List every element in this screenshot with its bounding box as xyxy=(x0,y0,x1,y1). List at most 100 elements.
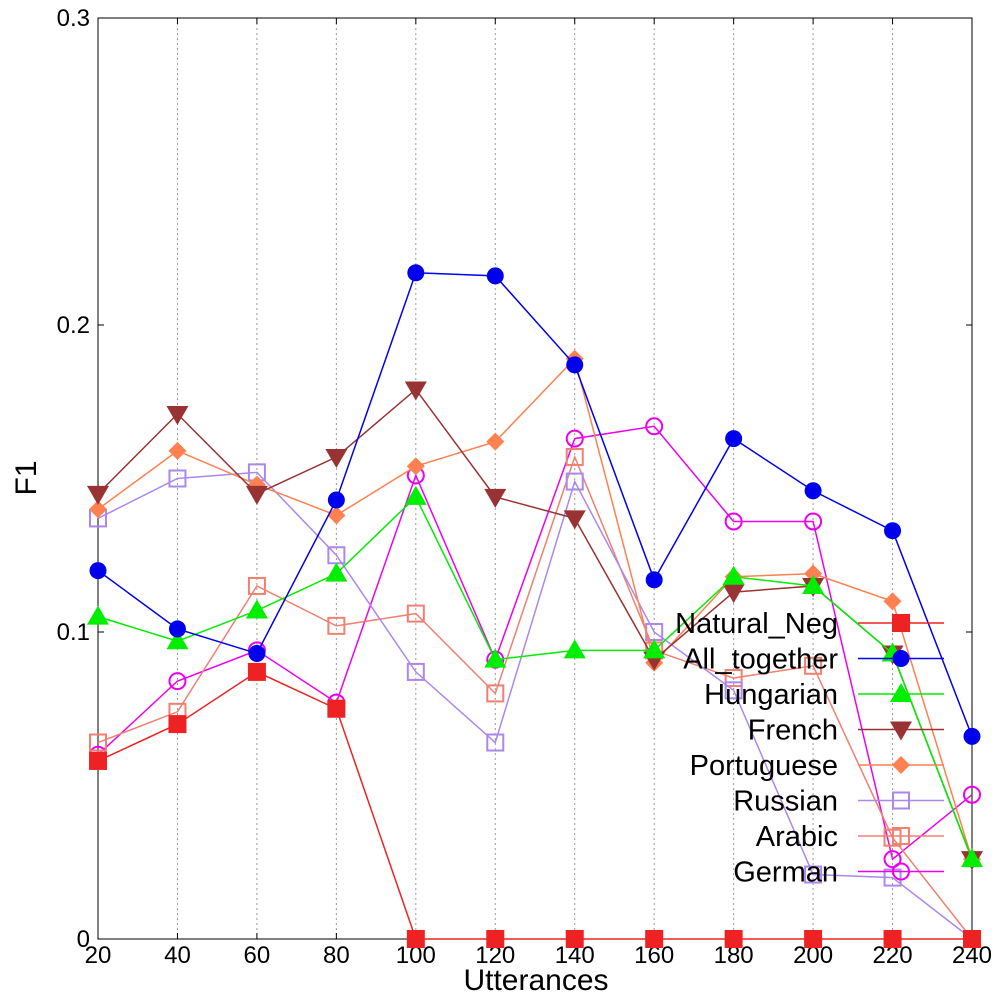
series-french xyxy=(87,381,983,871)
point-german-200 xyxy=(804,512,823,531)
point-natural-neg-60 xyxy=(247,662,266,681)
point-natural-neg-80 xyxy=(327,699,346,718)
legend-item-french: French xyxy=(748,715,944,747)
point-german-240 xyxy=(963,785,981,804)
point-russian-40 xyxy=(168,469,187,488)
x-tick-label-20: 20 xyxy=(85,942,112,969)
point-arabic-120 xyxy=(486,684,505,703)
legend-marker-natural-neg xyxy=(892,614,910,632)
point-german-180 xyxy=(724,512,743,531)
point-hungarian-60 xyxy=(245,599,268,619)
legend-item-german: German xyxy=(733,857,944,889)
point-natural-neg-200 xyxy=(804,930,823,948)
point-german-140 xyxy=(565,429,584,448)
point-arabic-140 xyxy=(565,448,584,467)
point-all-together-160 xyxy=(645,571,663,589)
y-tick-label-1: 0.1 xyxy=(57,619,90,646)
point-all-together-60 xyxy=(248,644,266,662)
series-portuguese xyxy=(89,349,981,869)
point-french-80 xyxy=(325,449,348,469)
plot-frame xyxy=(97,17,973,940)
point-arabic-20 xyxy=(89,733,107,752)
legend-label-portuguese: Portuguese xyxy=(690,750,838,782)
point-all-together-40 xyxy=(168,620,186,638)
point-french-20 xyxy=(87,485,109,505)
point-all-together-180 xyxy=(725,430,743,448)
point-portuguese-40 xyxy=(168,441,187,460)
point-all-together-240 xyxy=(963,727,981,745)
point-all-together-120 xyxy=(486,267,504,285)
legend-label-german: German xyxy=(733,857,838,889)
point-natural-neg-180 xyxy=(724,930,743,948)
point-hungarian-40 xyxy=(166,630,189,650)
point-hungarian-80 xyxy=(325,562,348,582)
series-all-together xyxy=(89,264,981,745)
point-arabic-80 xyxy=(327,616,346,635)
series-line-natural-neg xyxy=(97,671,972,940)
point-hungarian-180 xyxy=(722,565,745,585)
point-french-40 xyxy=(166,406,189,426)
legend-label-french: French xyxy=(748,715,838,747)
point-french-140 xyxy=(563,510,586,530)
legend-label-arabic: Arabic xyxy=(756,821,838,853)
point-hungarian-20 xyxy=(87,605,109,625)
point-arabic-180 xyxy=(724,669,743,688)
point-hungarian-160 xyxy=(643,639,666,659)
legend-item-natural-neg: Natural_Neg xyxy=(675,608,944,640)
point-all-together-100 xyxy=(407,264,425,282)
point-hungarian-200 xyxy=(802,574,825,594)
point-natural-neg-100 xyxy=(406,930,425,948)
point-portuguese-100 xyxy=(406,457,425,476)
point-hungarian-140 xyxy=(563,639,586,659)
point-natural-neg-240 xyxy=(963,930,981,948)
legend-label-hungarian: Hungarian xyxy=(704,679,838,711)
point-russian-200 xyxy=(804,865,823,884)
legend-marker-hungarian xyxy=(890,683,912,702)
series-line-german xyxy=(97,425,973,861)
point-all-together-140 xyxy=(566,356,584,374)
point-russian-120 xyxy=(486,733,505,752)
point-hungarian-120 xyxy=(484,648,507,668)
x-tick-label-40: 40 xyxy=(164,942,191,969)
y-tick-label-2: 0.2 xyxy=(57,312,90,339)
series-arabic xyxy=(89,448,981,948)
point-russian-140 xyxy=(565,472,584,491)
point-french-180 xyxy=(722,584,745,604)
point-russian-100 xyxy=(406,662,425,681)
point-natural-neg-220 xyxy=(883,930,902,948)
series-line-russian xyxy=(97,471,973,940)
legend-label-russian: Russian xyxy=(733,786,838,818)
legend-label-natural-neg: Natural_Neg xyxy=(675,608,838,640)
point-french-120 xyxy=(484,488,507,508)
legend-marker-french xyxy=(890,721,912,741)
series-line-portuguese xyxy=(97,357,973,860)
series-line-french xyxy=(97,388,973,860)
y-tick-label-0: 0 xyxy=(77,926,90,953)
point-french-100 xyxy=(404,381,427,401)
point-portuguese-120 xyxy=(486,432,505,451)
x-axis-label: Utterances xyxy=(463,964,608,997)
legend-item-portuguese: Portuguese xyxy=(690,750,944,782)
point-german-160 xyxy=(645,417,664,436)
point-german-40 xyxy=(168,672,187,691)
legend-marker-arabic xyxy=(892,827,910,845)
point-all-together-200 xyxy=(804,482,822,500)
point-french-60 xyxy=(245,485,268,505)
legend-item-russian: Russian xyxy=(733,786,944,818)
series-line-all-together xyxy=(97,272,973,737)
point-natural-neg-20 xyxy=(89,751,107,770)
point-arabic-60 xyxy=(247,576,266,595)
point-all-together-220 xyxy=(884,522,902,540)
legend-label-all-together: All_together xyxy=(683,644,838,676)
series-russian xyxy=(89,463,981,948)
point-natural-neg-140 xyxy=(565,930,584,948)
legend-marker-portuguese xyxy=(892,756,910,774)
point-natural-neg-160 xyxy=(645,930,664,948)
y-tick-label-3: 0.3 xyxy=(57,5,90,32)
point-arabic-200 xyxy=(804,656,823,675)
point-arabic-100 xyxy=(406,604,425,623)
point-natural-neg-120 xyxy=(486,930,505,948)
point-german-220 xyxy=(883,850,902,869)
